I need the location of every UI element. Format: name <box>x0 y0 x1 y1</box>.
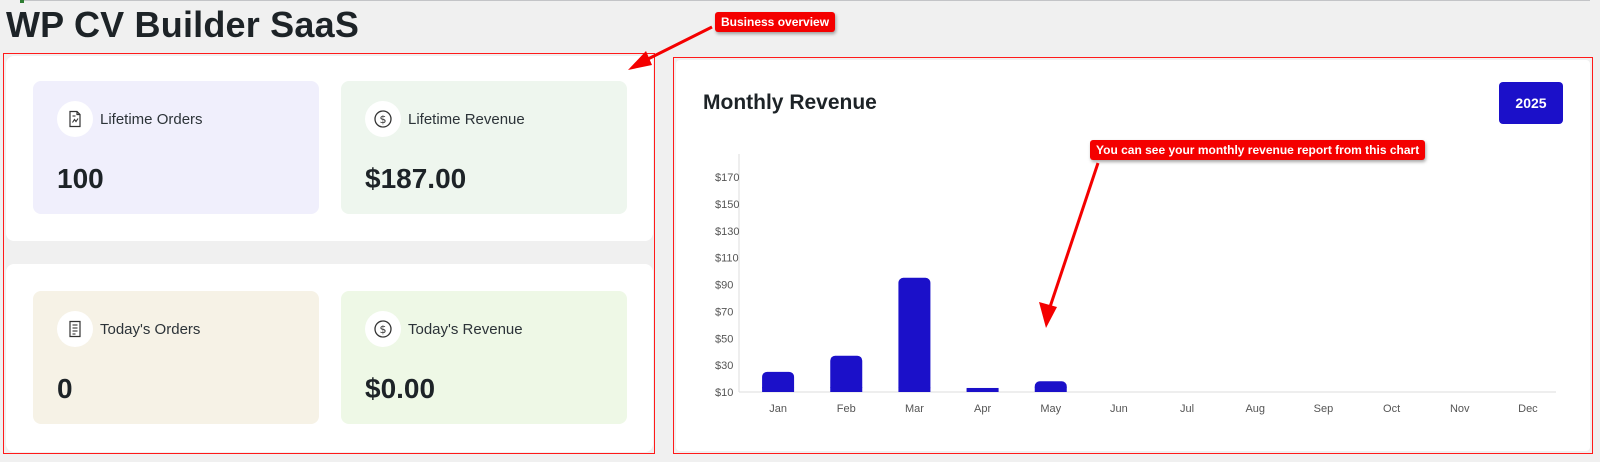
y-tick-label: $50 <box>715 333 733 345</box>
bar-base-feb <box>830 387 863 392</box>
lifetime-orders-value: 100 <box>57 163 104 194</box>
y-tick-label: $10 <box>715 387 733 399</box>
top-accent <box>20 0 24 3</box>
y-tick-label: $30 <box>715 360 733 372</box>
x-tick-label: Mar <box>905 403 924 415</box>
x-tick-label: Sep <box>1314 403 1334 415</box>
lifetime-orders-card: Lifetime Orders 100 <box>33 81 319 214</box>
overview-highlight-frame <box>3 53 655 454</box>
document-icon <box>57 101 93 137</box>
bar-base-apr <box>966 387 999 392</box>
lifetime-revenue-label: Lifetime Revenue <box>408 111 525 128</box>
x-tick-label: Oct <box>1383 403 1400 415</box>
chart-highlight-frame <box>673 57 1593 454</box>
bar-base-may <box>1034 387 1067 392</box>
svg-text:$: $ <box>380 113 387 126</box>
bar-base-mar <box>898 387 931 392</box>
document-icon <box>57 311 93 347</box>
bar-feb <box>830 355 863 392</box>
monthly-revenue-panel <box>676 60 1590 451</box>
y-tick-label: $130 <box>715 226 739 238</box>
y-tick-label: $90 <box>715 280 733 292</box>
x-tick-label: Nov <box>1450 403 1470 415</box>
x-tick-label: Jun <box>1110 403 1128 415</box>
year-select-button[interactable]: 2025 <box>1499 82 1563 124</box>
todays-revenue-label: Today's Revenue <box>408 321 523 338</box>
business-overview-callout: Business overview <box>715 12 836 32</box>
todays-orders-card: Today's Orders 0 <box>33 291 319 424</box>
lifetime-orders-label: Lifetime Orders <box>100 111 203 128</box>
y-tick-label: $70 <box>715 306 733 318</box>
bar-mar <box>898 277 931 392</box>
chart-title: Monthly Revenue <box>703 91 877 114</box>
x-tick-label: Jan <box>769 403 787 415</box>
monthly-revenue-chart: $10 $30 $50 $70 $90 $110 $130 $150 $170 Jan Feb Mar… <box>715 154 1556 415</box>
todays-revenue-card: $ Today's Revenue $0.00 <box>341 291 627 424</box>
y-tick-label: $110 <box>715 253 739 265</box>
page-title: WP CV Builder SaaS <box>6 4 360 45</box>
x-tick-label: May <box>1040 403 1061 415</box>
x-tick-label: Dec <box>1518 403 1538 415</box>
top-divider <box>20 0 1590 3</box>
chart-explanation-callout: You can see your monthly revenue report … <box>1090 140 1426 160</box>
svg-text:$: $ <box>380 323 387 336</box>
x-tick-label: Aug <box>1245 403 1265 415</box>
lifetime-revenue-card: $ Lifetime Revenue $187.00 <box>341 81 627 214</box>
lifetime-revenue-value: $187.00 <box>365 163 467 194</box>
dollar-circle-icon: $ <box>365 311 401 347</box>
todays-orders-label: Today's Orders <box>100 321 201 338</box>
y-tick-label: $170 <box>715 172 739 184</box>
bar-jan <box>762 371 795 392</box>
y-tick-label: $150 <box>715 199 739 211</box>
x-tick-label: Apr <box>974 403 991 415</box>
todays-orders-value: 0 <box>57 373 73 404</box>
dollar-circle-icon: $ <box>365 101 401 137</box>
x-tick-label: Feb <box>837 403 856 415</box>
x-tick-label: Jul <box>1180 403 1194 415</box>
bar-base-jan <box>762 387 795 392</box>
todays-revenue-value: $0.00 <box>365 373 436 404</box>
